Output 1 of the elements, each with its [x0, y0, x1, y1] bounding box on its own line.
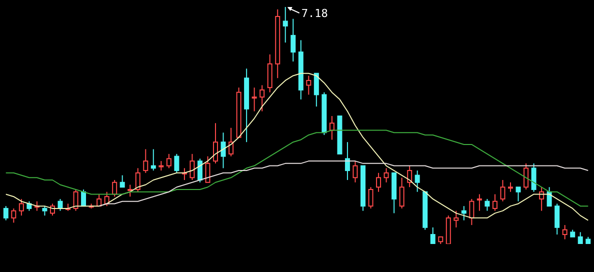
annotation: 7.18 [301, 7, 328, 20]
